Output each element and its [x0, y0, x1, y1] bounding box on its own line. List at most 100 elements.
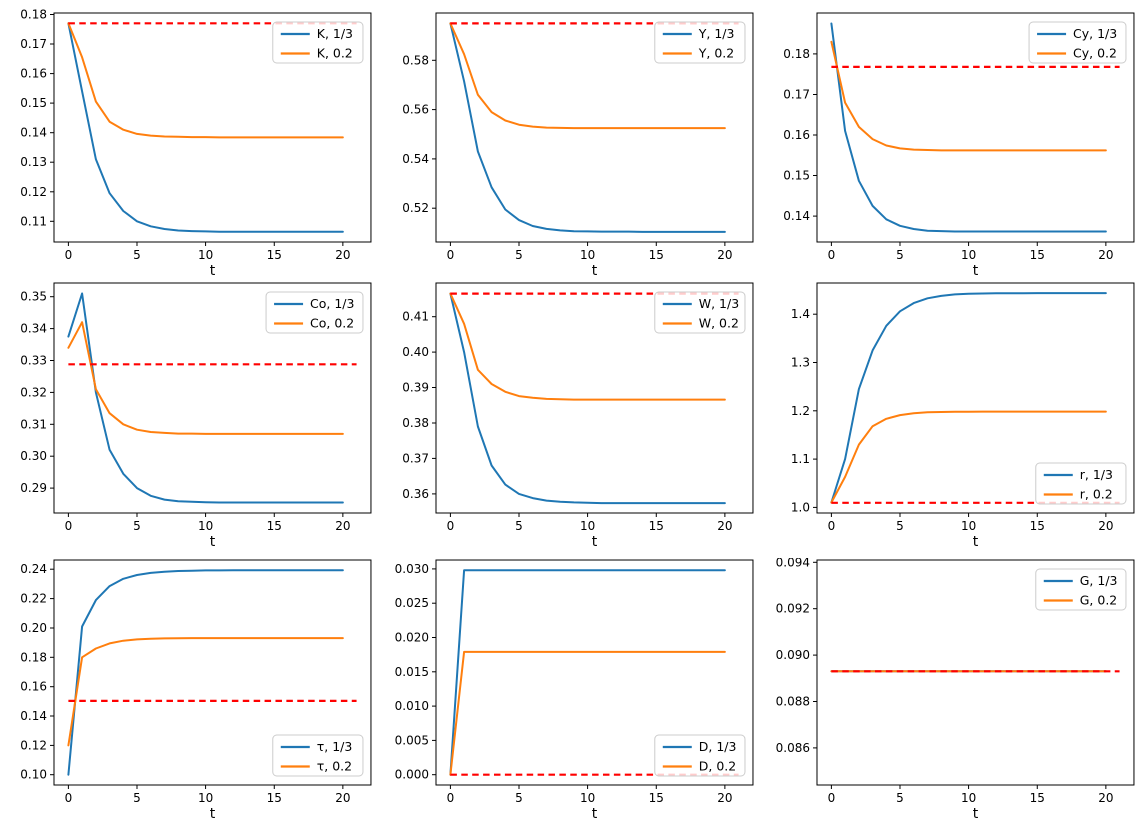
x-tick-label: 10 [198, 791, 213, 805]
subplot-r-chart: 1.0 1.1 1.2 1.3 1.4 0 5 10 15 20 t r, 1/3 r, 0.2 [791, 282, 1135, 550]
y-tick-label: 0.14 [20, 126, 47, 140]
y-tick-label: 0.40 [402, 345, 429, 359]
x-tick-label: 15 [1030, 519, 1045, 533]
y-tick-label: 0.000 [394, 768, 428, 782]
y-tick-label: 0.17 [20, 37, 47, 51]
y-tick-label: 0.24 [20, 562, 47, 576]
x-tick-label: 20 [335, 248, 350, 262]
y-tick-label: 0.17 [784, 87, 811, 101]
y-tick-label: 0.086 [776, 741, 810, 755]
y-tick-label: 0.010 [394, 699, 428, 713]
series-line-point-two [830, 40, 1108, 152]
x-tick-label: 20 [717, 519, 732, 533]
series-line-point-two [67, 637, 344, 747]
legend-label: G, 0.2 [1080, 593, 1117, 608]
subplot-Y-chart: 0.52 0.54 0.56 0.58 0 5 10 15 20 t Y, 1/3 Y, 0.2 [402, 12, 754, 279]
x-tick-label: 15 [267, 248, 282, 262]
y-tick-label: 0.56 [402, 103, 429, 117]
x-axis-label: t [973, 534, 979, 550]
x-tick-label: 20 [335, 519, 350, 533]
series-line-point-two [67, 321, 344, 435]
y-tick-label: 0.29 [20, 481, 47, 495]
legend: D, 1/3 D, 0.2 [653, 734, 746, 777]
y-tick-label: 0.54 [402, 152, 429, 166]
legend: r, 1/3 r, 0.2 [1035, 462, 1127, 505]
y-tick-label: 0.41 [402, 310, 429, 324]
y-tick-label: 0.10 [20, 768, 47, 782]
y-tick-label: 0.18 [20, 650, 47, 664]
x-tick-label: 0 [828, 791, 836, 805]
x-axis-label: t [591, 534, 597, 550]
y-tick-label: 1.1 [791, 452, 810, 466]
legend-label: K, 1/3 [317, 26, 353, 41]
legend-label: τ, 0.2 [317, 759, 352, 774]
legend-label: G, 1/3 [1080, 573, 1118, 588]
series-line-point-two [449, 650, 726, 776]
x-tick-label: 0 [65, 791, 73, 805]
y-tick-label: 0.58 [402, 53, 429, 67]
legend-label: D, 0.2 [698, 759, 735, 774]
y-tick-label: 0.16 [784, 128, 811, 142]
y-tick-label: 0.37 [402, 451, 429, 465]
y-tick-label: 0.14 [20, 709, 47, 723]
y-tick-label: 0.094 [776, 558, 810, 569]
x-tick-label: 10 [580, 791, 595, 805]
legend-label: K, 0.2 [317, 46, 353, 61]
y-tick-label: 0.16 [20, 680, 47, 694]
legend-label: Cy, 1/3 [1073, 26, 1117, 41]
series-line-point-two [830, 410, 1108, 504]
x-axis-label: t [591, 263, 597, 279]
series-line-one-third [449, 569, 726, 776]
x-tick-label: 0 [65, 519, 73, 533]
legend: Y, 1/3 Y, 0.2 [653, 21, 746, 64]
x-tick-label: 10 [198, 248, 213, 262]
subplot-G-chart: 0.086 0.088 0.090 0.092 0.094 0 5 10 15 20 t G, 1/3… [776, 558, 1135, 822]
y-tick-label: 0.32 [20, 385, 47, 399]
series-line-one-third [449, 22, 726, 233]
y-tick-label: 0.12 [20, 738, 47, 752]
x-tick-label: 15 [1030, 791, 1045, 805]
legend: τ, 1/3 τ, 0.2 [272, 734, 364, 777]
x-tick-label: 10 [961, 519, 976, 533]
y-tick-label: 0.33 [20, 353, 47, 367]
legend-label: r, 1/3 [1080, 467, 1113, 482]
y-tick-label: 0.020 [394, 631, 428, 645]
y-tick-label: 0.30 [20, 449, 47, 463]
series-line-one-third [67, 292, 344, 504]
x-tick-label: 20 [335, 791, 350, 805]
y-tick-label: 0.15 [784, 168, 811, 182]
x-tick-label: 10 [961, 791, 976, 805]
x-tick-label: 20 [1099, 248, 1114, 262]
y-tick-label: 1.3 [791, 355, 810, 369]
x-tick-label: 5 [515, 248, 523, 262]
axes-frame [816, 12, 1135, 243]
y-tick-label: 0.36 [402, 487, 429, 501]
y-tick-label: 0.13 [20, 155, 47, 169]
y-tick-label: 1.2 [791, 404, 810, 418]
subplot-tau-chart: 0.10 0.12 0.14 0.16 0.18 0.20 0.22 0.24 0 5 10 15 20… [20, 559, 372, 822]
legend: W, 1/3 W, 0.2 [653, 291, 746, 334]
x-tick-label: 15 [648, 791, 663, 805]
y-tick-label: 0.005 [394, 733, 428, 747]
x-tick-label: 15 [267, 791, 282, 805]
y-tick-label: 0.52 [402, 201, 429, 215]
series-line-one-third [67, 569, 344, 776]
x-tick-label: 10 [961, 248, 976, 262]
legend: K, 1/3 K, 0.2 [272, 21, 364, 64]
subplot-K-chart: 0.11 0.12 0.13 0.14 0.15 0.16 0.17 0.18 0 5 10 15 20… [20, 7, 372, 279]
y-tick-label: 0.31 [20, 417, 47, 431]
legend-label: W, 1/3 [698, 296, 738, 311]
subplot-D-chart: 0.000 0.005 0.010 0.015 0.020 0.025 0.030 0 5 10 1… [394, 559, 754, 822]
y-tick-label: 0.39 [402, 380, 429, 394]
x-axis-label: t [210, 534, 216, 550]
y-tick-label: 0.015 [394, 665, 428, 679]
y-tick-label: 0.35 [20, 290, 47, 304]
series-line-one-third [449, 292, 726, 505]
y-tick-label: 0.030 [394, 562, 428, 576]
legend-label: τ, 1/3 [317, 739, 353, 754]
x-tick-label: 0 [446, 791, 454, 805]
legend-label: r, 0.2 [1080, 487, 1113, 502]
series-line-point-two [449, 22, 726, 130]
y-tick-label: 0.18 [20, 7, 47, 21]
